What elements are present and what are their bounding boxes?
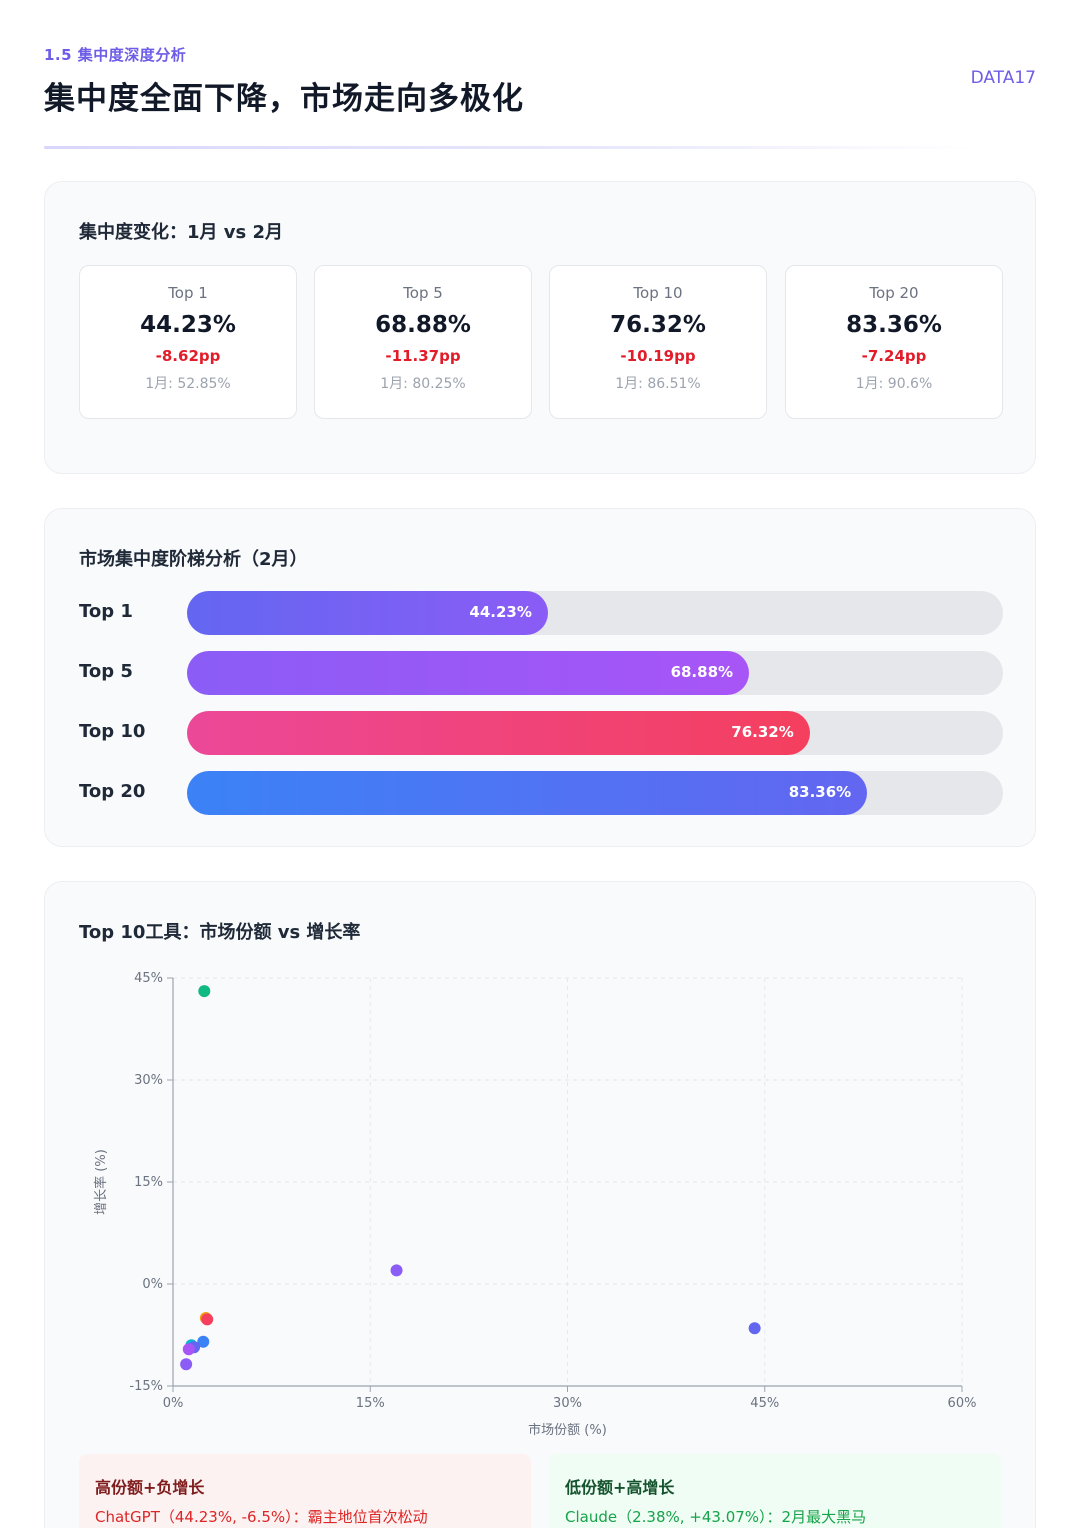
metric-card-top20: Top 20 83.36% -7.24pp 1月: 90.6% (785, 265, 1003, 419)
metric-value: 76.32% (610, 312, 706, 338)
tier-row-top5: Top 5 68.88% (79, 651, 1003, 695)
tier-row-top1: Top 1 44.23% (79, 591, 1003, 635)
tier-value-label: 76.32% (731, 723, 794, 741)
scatter-point (180, 1358, 193, 1371)
metric-card-top5: Top 5 68.88% -11.37pp 1月: 80.25% (314, 265, 532, 419)
tier-label: Top 1 (79, 601, 133, 622)
scatter-point (198, 985, 211, 998)
metric-label: Top 20 (869, 284, 919, 302)
tier-label: Top 20 (79, 781, 146, 802)
metric-previous: 1月: 52.85% (145, 376, 231, 392)
scatter-point (748, 1322, 761, 1335)
scatter-point (201, 1313, 214, 1326)
tier-bar: 68.88% (187, 651, 750, 695)
insight-high-share: 高份额+负增长 ChatGPT（44.23%, -6.5%）：霸主地位首次松动 (79, 1454, 531, 1528)
card-title: 集中度变化：1月 vs 2月 (79, 222, 284, 243)
x-tick-label: 0% (163, 1396, 184, 1411)
metric-label: Top 1 (168, 284, 208, 302)
header-divider (44, 146, 976, 149)
metric-delta: -10.19pp (620, 347, 696, 365)
x-tick-label: 60% (948, 1396, 977, 1411)
insight-title: 低份额+高增长 (565, 1478, 675, 1497)
y-tick-label: -15% (129, 1379, 163, 1394)
tier-track: 76.32% (187, 711, 1003, 755)
card-title: Top 10工具：市场份额 vs 增长率 (79, 922, 361, 943)
tier-bar: 83.36% (187, 771, 868, 815)
tier-row-top20: Top 20 83.36% (79, 771, 1003, 815)
tier-track: 83.36% (187, 771, 1003, 815)
y-tick-label: 30% (134, 1073, 163, 1088)
brand-logo-text: DATA17 (970, 68, 1036, 88)
tier-track: 68.88% (187, 651, 1003, 695)
tier-bar: 44.23% (187, 591, 548, 635)
concentration-change-card: 集中度变化：1月 vs 2月 Top 1 44.23% -8.62pp 1月: … (44, 181, 1036, 474)
metric-value: 68.88% (375, 312, 471, 338)
section-tag: 1.5 集中度深度分析 (44, 46, 187, 64)
tier-analysis-card: 市场集中度阶梯分析（2月） Top 1 44.23% Top 5 68.88% … (44, 508, 1036, 847)
scatter-point (182, 1343, 195, 1356)
metric-delta: -7.24pp (861, 347, 927, 365)
x-axis-title: 市场份额 (%) (528, 1422, 607, 1438)
y-tick-label: 15% (134, 1175, 163, 1190)
metric-card-top10: Top 10 76.32% -10.19pp 1月: 86.51% (549, 265, 767, 419)
tier-row-top10: Top 10 76.32% (79, 711, 1003, 755)
card-title: 市场集中度阶梯分析（2月） (79, 549, 308, 570)
metric-previous: 1月: 90.6% (855, 376, 933, 392)
x-tick-label: 45% (750, 1396, 779, 1411)
tier-bar: 76.32% (187, 711, 810, 755)
tier-label: Top 10 (79, 721, 146, 742)
tier-value-label: 83.36% (788, 783, 852, 801)
tier-track: 44.23% (187, 591, 1003, 635)
x-tick-label: 15% (356, 1396, 385, 1411)
metric-delta: -8.62pp (155, 347, 221, 365)
metric-card-top1: Top 1 44.23% -8.62pp 1月: 52.85% (79, 265, 297, 419)
scatter-point (197, 1335, 210, 1348)
metric-previous: 1月: 80.25% (380, 376, 466, 392)
page-header: 1.5 集中度深度分析 集中度全面下降，市场走向多极化 DATA17 (44, 44, 1036, 118)
metric-delta: -11.37pp (385, 347, 461, 365)
tier-value-label: 68.88% (670, 663, 734, 681)
metric-previous: 1月: 86.51% (615, 376, 701, 392)
scatter-chart-card: Top 10工具：市场份额 vs 增长率 0% 15% 30% 45% 60% -15% 0… (44, 881, 1036, 1528)
scatter-chart: 0% 15% 30% 45% 60%-15%0%15%30%45%市场份额 (%)增长率… (93, 971, 977, 1438)
y-tick-label: 45% (134, 971, 163, 986)
metric-label: Top 10 (633, 284, 683, 302)
metric-value: 44.23% (140, 312, 236, 338)
insight-title: 高份额+负增长 (95, 1478, 205, 1497)
insight-text: Claude（2.38%, +43.07%）：2月最大黑马 (565, 1508, 867, 1526)
y-axis-title: 增长率 (%) (93, 1149, 109, 1215)
metric-label: Top 5 (403, 284, 443, 302)
x-tick-label: 30% (553, 1396, 582, 1411)
scatter-point (390, 1264, 403, 1277)
metric-value: 83.36% (846, 312, 942, 338)
insight-low-share: 低份额+高增长 Claude（2.38%, +43.07%）：2月最大黑马 (549, 1454, 1001, 1528)
y-tick-label: 0% (142, 1277, 163, 1292)
page-title: 集中度全面下降，市场走向多极化 (44, 81, 524, 117)
tier-value-label: 44.23% (469, 603, 532, 621)
insight-text: ChatGPT（44.23%, -6.5%）：霸主地位首次松动 (95, 1508, 428, 1526)
tier-label: Top 5 (79, 661, 133, 682)
